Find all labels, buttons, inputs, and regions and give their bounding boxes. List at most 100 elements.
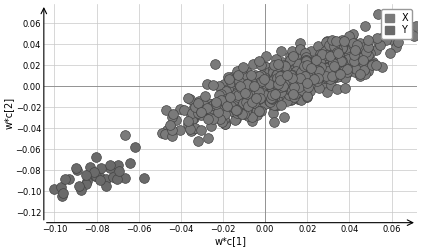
X <box>284 84 290 88</box>
X <box>218 93 225 97</box>
X <box>172 118 179 122</box>
X <box>241 83 248 87</box>
X <box>268 97 275 101</box>
X <box>237 108 244 112</box>
X <box>303 79 310 83</box>
X <box>266 82 273 86</box>
X <box>266 70 272 74</box>
X <box>360 64 366 68</box>
X <box>273 91 280 95</box>
X <box>227 102 234 106</box>
X <box>243 82 250 86</box>
X <box>361 68 368 72</box>
X <box>274 76 280 80</box>
X <box>320 70 326 74</box>
X <box>329 38 336 42</box>
X <box>274 91 281 95</box>
X <box>237 84 243 88</box>
X <box>244 92 250 96</box>
Y <box>97 166 104 170</box>
X <box>235 95 242 99</box>
X <box>244 104 251 108</box>
X <box>340 64 347 68</box>
X <box>262 102 269 105</box>
X <box>236 95 243 99</box>
X <box>298 70 305 74</box>
X <box>239 78 246 82</box>
X <box>324 56 331 60</box>
X <box>321 54 328 58</box>
X <box>294 85 301 89</box>
X <box>325 43 332 47</box>
X <box>362 50 369 54</box>
X <box>343 46 350 50</box>
X <box>285 86 292 90</box>
X <box>287 68 294 72</box>
X <box>297 76 304 80</box>
X <box>337 72 344 76</box>
X <box>314 84 320 88</box>
X <box>288 49 295 53</box>
Y <box>35 187 41 191</box>
X <box>231 110 237 114</box>
X <box>299 67 306 71</box>
X <box>279 82 285 86</box>
X <box>265 94 272 98</box>
X <box>320 69 327 73</box>
Y <box>83 178 90 182</box>
X <box>261 92 268 96</box>
X <box>251 90 258 94</box>
X <box>306 89 313 93</box>
X <box>288 92 294 96</box>
X <box>167 123 174 127</box>
X <box>233 90 240 94</box>
X <box>322 49 328 53</box>
X <box>195 111 202 115</box>
X <box>205 117 212 121</box>
X <box>227 86 234 90</box>
X <box>198 110 205 114</box>
X <box>301 74 308 78</box>
X <box>286 60 293 64</box>
X <box>309 66 316 70</box>
X <box>255 78 262 82</box>
X <box>337 63 344 67</box>
Y <box>93 155 100 159</box>
X <box>341 71 348 75</box>
X <box>317 58 324 62</box>
X <box>213 115 220 119</box>
X <box>285 69 291 73</box>
X <box>242 109 249 113</box>
X <box>297 76 304 80</box>
X <box>292 62 299 66</box>
X <box>322 66 329 70</box>
X <box>304 72 310 76</box>
X <box>344 50 351 54</box>
X <box>360 62 367 66</box>
X <box>281 79 288 83</box>
X <box>248 84 254 88</box>
X <box>284 99 291 103</box>
X <box>312 64 319 68</box>
X <box>309 81 316 85</box>
X <box>289 67 296 71</box>
X <box>238 100 245 104</box>
X <box>250 84 257 87</box>
X <box>188 129 195 133</box>
X <box>268 92 274 96</box>
X <box>288 98 295 102</box>
X <box>224 101 231 105</box>
X <box>272 84 278 88</box>
X <box>320 76 327 80</box>
X <box>338 46 345 50</box>
X <box>242 95 249 99</box>
X <box>271 70 278 74</box>
X <box>341 76 348 80</box>
X <box>238 100 245 104</box>
Y <box>58 184 64 188</box>
X <box>311 78 317 82</box>
X <box>322 73 328 77</box>
X <box>293 52 300 56</box>
X <box>277 93 283 97</box>
X <box>324 76 330 80</box>
